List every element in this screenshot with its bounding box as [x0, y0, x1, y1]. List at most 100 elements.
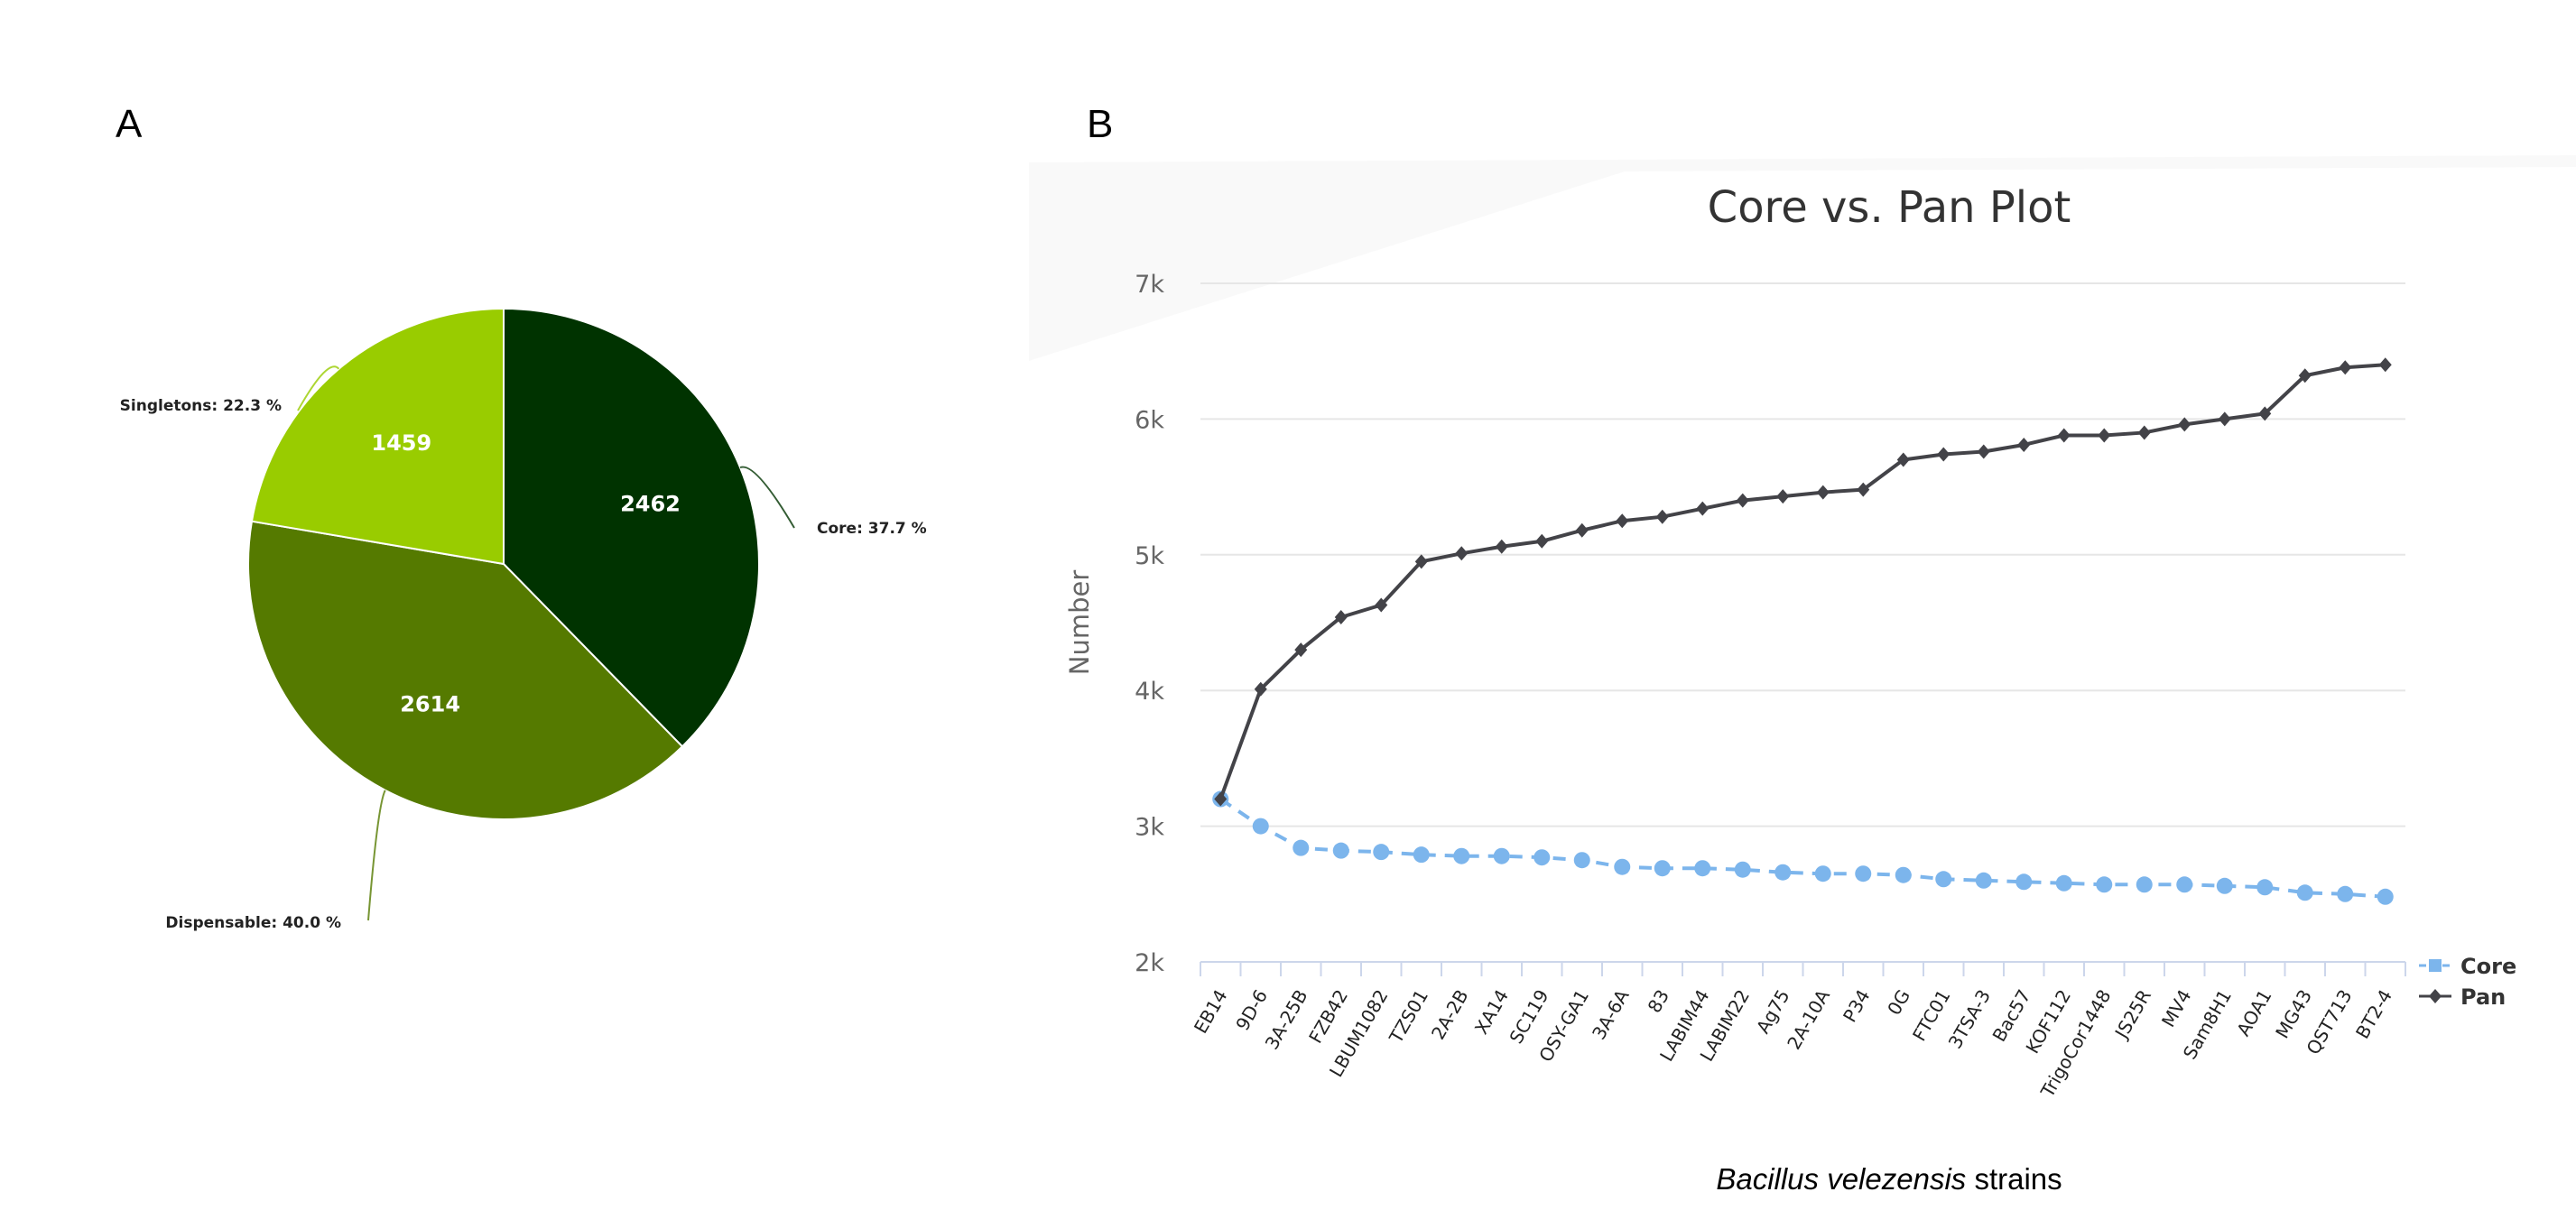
- x-tick-label-tzs01: TZS01: [1385, 986, 1432, 1048]
- point-core-lbum1082: [1373, 844, 1390, 861]
- x-tick-label-p34: P34: [1839, 986, 1875, 1026]
- point-pan-lbum1082: [1375, 597, 1388, 613]
- point-pan-p34: [1857, 482, 1870, 497]
- point-core-ftc01: [1935, 871, 1952, 888]
- chart-title: Core vs. Pan Plot: [1708, 182, 2071, 233]
- point-core-2a-10a: [1814, 865, 1831, 882]
- pie-label-core: Core: 37.7 %: [817, 520, 927, 538]
- pie-slice-dispensable: [247, 520, 684, 820]
- point-pan-mv4: [2178, 417, 2191, 432]
- pie-connector-singletons: [297, 365, 340, 411]
- point-core-trigocor1448: [2096, 876, 2113, 893]
- x-tick-label-eb14: EB14: [1190, 986, 1232, 1038]
- point-pan-0g: [1896, 452, 1910, 467]
- x-tick-label-bt2-4: BT2-4: [2351, 986, 2396, 1043]
- x-tick-label-9d-6: 9D-6: [1231, 986, 1272, 1035]
- y-axis-ticks: 2k 3k 4k 5k 6k 7k: [1135, 271, 1164, 977]
- series-pan: [1214, 357, 2392, 807]
- y-tick-label-6k: 6k: [1135, 406, 1164, 434]
- point-core-fzb42: [1332, 842, 1349, 859]
- point-pan-ftc01: [1937, 447, 1951, 462]
- point-pan-mg43: [2298, 368, 2312, 383]
- pie-label-singletons: Singletons: 22.3 %: [120, 397, 282, 415]
- legend: Core Pan: [2419, 954, 2516, 1010]
- point-core-9d-6: [1252, 818, 1269, 835]
- point-pan-js25r: [2137, 425, 2151, 440]
- point-pan-labim44: [1696, 501, 1710, 516]
- x-tick-label-aoa1: AOA1: [2232, 986, 2275, 1040]
- x-axis-ticks: EB14 9D-63A-25BFZB42LBUM1082TZS012A-2BXA1…: [1190, 962, 2406, 1102]
- x-axis-label: Bacillus velezensis strains: [1716, 1162, 2062, 1196]
- point-core-ag75: [1774, 864, 1792, 881]
- point-core-js25r: [2136, 876, 2153, 893]
- point-core-mg43: [2296, 884, 2313, 901]
- x-tick-label-2a-2b: 2A-2B: [1427, 986, 1473, 1044]
- point-pan-bt2-4: [2378, 357, 2392, 373]
- x-tick-label-mv4: MV4: [2157, 986, 2196, 1031]
- point-core-osy-ga1: [1573, 852, 1590, 869]
- point-core-83: [1654, 860, 1671, 877]
- pie-values: 2462 2614 1459: [371, 430, 680, 716]
- point-pan-3tsa-3: [1977, 444, 1990, 459]
- y-tick-label-3k: 3k: [1135, 814, 1164, 842]
- point-core-3a-6a: [1614, 858, 1631, 875]
- point-pan-qst713: [2339, 360, 2352, 375]
- x-tick-label-0g: 0G: [1883, 986, 1914, 1019]
- point-pan-2a-10a: [1816, 485, 1830, 500]
- pie-chart: 2462 2614 1459 Core: 37.7 % Dispensable: 40…: [120, 307, 927, 932]
- legend-marker-pan: [2429, 989, 2442, 1003]
- pie-value-singletons: 1459: [371, 430, 431, 456]
- point-core-sam8h1: [2216, 877, 2233, 894]
- point-pan-ag75: [1776, 489, 1790, 504]
- pie-connector-core: [739, 466, 795, 529]
- point-pan-osy-ga1: [1575, 522, 1589, 538]
- series-line-core: [1219, 797, 2386, 899]
- point-pan-xa14: [1495, 539, 1508, 554]
- pie-label-dispensable: Dispensable: 40.0 %: [165, 914, 341, 932]
- point-core-kof112: [2055, 874, 2072, 892]
- point-pan-aoa1: [2258, 406, 2272, 421]
- y-tick-label-2k: 2k: [1135, 949, 1164, 977]
- point-core-labim22: [1734, 861, 1751, 878]
- pie-slices: [247, 307, 760, 820]
- point-pan-eb14: [1214, 791, 1228, 807]
- pie-value-core: 2462: [620, 492, 681, 517]
- point-core-3tsa-3: [1975, 872, 1992, 889]
- point-pan-labim22: [1736, 493, 1749, 508]
- point-pan-sam8h1: [2218, 411, 2231, 427]
- legend-item-pan[interactable]: Pan: [2419, 984, 2506, 1010]
- point-pan-kof112: [2057, 428, 2071, 443]
- point-core-xa14: [1493, 847, 1510, 864]
- pie-value-dispensable: 2614: [400, 691, 460, 716]
- pie-labels: Core: 37.7 % Dispensable: 40.0 % Singleton…: [120, 397, 927, 932]
- point-pan-3a-6a: [1616, 513, 1629, 529]
- point-core-2a-2b: [1453, 847, 1470, 864]
- point-core-p34: [1855, 865, 1872, 882]
- point-pan-tzs01: [1414, 554, 1428, 569]
- x-axis-label-rest: strains: [1966, 1162, 2062, 1196]
- legend-label-pan: Pan: [2460, 984, 2506, 1010]
- series-line-pan: [1219, 363, 2386, 800]
- point-pan-trigocor1448: [2098, 428, 2111, 443]
- point-core-bt2-4: [2377, 888, 2394, 905]
- x-tick-label-ag75: Ag75: [1752, 986, 1794, 1038]
- point-pan-bac57: [2017, 437, 2031, 452]
- point-pan-9d-6: [1254, 681, 1267, 697]
- point-core-sc119: [1534, 849, 1551, 866]
- y-tick-label-7k: 7k: [1135, 271, 1164, 299]
- x-tick-label-js25r: JS25R: [2109, 985, 2155, 1043]
- point-core-qst713: [2337, 885, 2354, 902]
- plot-background-shade: [1029, 155, 2576, 361]
- point-core-mv4: [2176, 876, 2193, 893]
- legend-item-core[interactable]: Core: [2419, 954, 2516, 979]
- legend-label-core: Core: [2460, 954, 2516, 979]
- point-pan-83: [1655, 509, 1669, 524]
- panel-label-a: A: [116, 102, 143, 146]
- point-pan-fzb42: [1334, 609, 1348, 624]
- point-pan-3a-25b: [1294, 642, 1308, 658]
- grid-lines: [1200, 282, 2405, 827]
- x-tick-label-xa14: XA14: [1470, 986, 1513, 1039]
- point-core-3a-25b: [1293, 839, 1310, 856]
